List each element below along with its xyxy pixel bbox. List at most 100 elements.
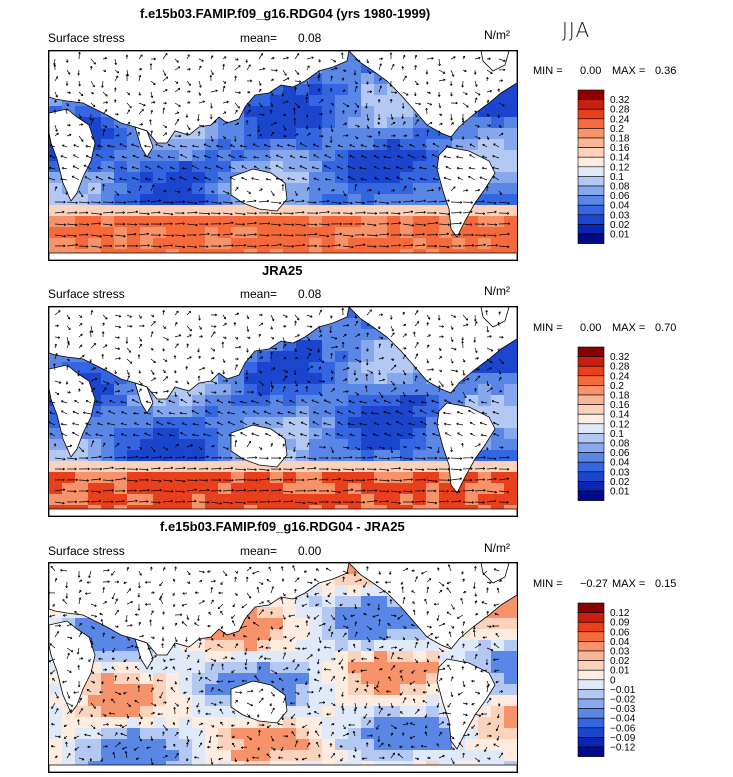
stress-vector-head [351, 500, 354, 504]
stress-vector-head [207, 488, 210, 492]
field-cell [361, 161, 375, 173]
stress-vector-head [111, 210, 114, 214]
field-cell [387, 450, 401, 462]
stress-vector [396, 176, 404, 181]
stress-vector [438, 336, 444, 338]
stress-vector [174, 111, 180, 115]
stress-vector-head [49, 400, 50, 403]
stress-vector [325, 433, 332, 437]
stress-vector [258, 68, 265, 71]
field-cell [322, 706, 336, 718]
stress-vector-head [95, 433, 98, 436]
stress-vector [222, 212, 233, 215]
stress-vector-head [147, 244, 150, 247]
stress-vector-head [79, 579, 83, 583]
stress-vector-head [179, 144, 183, 148]
stress-vector [378, 500, 389, 503]
stress-vector [469, 143, 476, 148]
stress-vector [330, 353, 333, 360]
stress-vector-head [292, 565, 295, 568]
stress-vector-head [215, 89, 218, 93]
stress-vector-head [478, 56, 481, 60]
stress-vector-head [216, 431, 219, 435]
field-cell [491, 428, 505, 440]
field-cell [127, 739, 141, 751]
stress-vector [203, 433, 212, 437]
field-cell [270, 662, 284, 674]
field-cell [348, 329, 362, 341]
stress-vector [61, 432, 68, 437]
stress-vector [282, 212, 294, 214]
field-cell [140, 216, 154, 228]
stress-vector-head [173, 355, 177, 358]
field-cell [270, 750, 284, 762]
field-cell [153, 706, 167, 718]
map-plot [48, 562, 518, 773]
stress-vector [313, 177, 320, 181]
stress-vector-head [224, 573, 228, 577]
field-cell [335, 73, 349, 85]
stress-vector-head [195, 223, 198, 227]
field-cell [322, 728, 336, 740]
stress-vector [337, 421, 344, 426]
stress-vector-head [84, 176, 87, 179]
stress-vector-head [187, 54, 190, 57]
stress-vector [198, 245, 209, 248]
stress-vector [366, 135, 372, 138]
stress-vector-head [279, 467, 282, 471]
field-cell [478, 629, 492, 641]
stress-vector [287, 411, 296, 415]
stress-vector-head [404, 346, 407, 350]
stress-vector-head [450, 339, 454, 342]
field-cell [491, 216, 505, 228]
stress-vector-head [411, 569, 414, 573]
field-cell [374, 329, 388, 341]
field-cell [465, 205, 479, 217]
field-cell [205, 128, 219, 140]
stress-vector [306, 233, 318, 236]
stress-vector-head [427, 317, 431, 320]
stress-vector-head [204, 154, 207, 158]
stress-vector [119, 143, 128, 148]
stress-vector-head [182, 245, 186, 249]
field-cell [192, 717, 206, 729]
stress-vector-head [315, 568, 319, 571]
stress-vector-head [395, 421, 399, 424]
stress-vector-head [462, 55, 466, 59]
field-cell [322, 238, 336, 250]
stress-vector-head [300, 433, 303, 436]
stress-vector-head [404, 185, 407, 189]
stress-vector-head [441, 335, 444, 338]
field-cell [374, 417, 388, 429]
field-cell [192, 417, 206, 429]
field-cell [439, 494, 453, 506]
colorbar-box [577, 375, 605, 386]
stress-vector [294, 334, 300, 338]
stress-vector-head [248, 64, 251, 67]
field-cell [140, 194, 154, 206]
field-cell [62, 205, 76, 217]
field-cell [114, 717, 128, 729]
stress-vector-head [357, 447, 361, 451]
stress-vector-head [494, 499, 497, 503]
land-mass [436, 402, 496, 494]
field-cell [270, 227, 284, 239]
stress-vector-head [80, 323, 83, 326]
stress-vector [462, 223, 473, 226]
stress-vector-head [269, 109, 273, 112]
stress-vector [372, 433, 380, 437]
stress-vector-head [113, 99, 117, 102]
field-cell [257, 494, 271, 506]
stress-vector [258, 391, 262, 397]
stress-vector-head [501, 446, 504, 449]
stress-vector [234, 457, 245, 459]
stress-vector-head [77, 374, 80, 377]
field-cell [166, 662, 180, 674]
stress-vector-head [265, 154, 268, 158]
field-cell [114, 205, 128, 217]
stress-vector-head [279, 212, 282, 216]
stress-vector-head [281, 184, 285, 187]
stress-vector-head [274, 121, 277, 125]
field-cell [309, 205, 323, 217]
stress-vector-head [350, 455, 353, 459]
